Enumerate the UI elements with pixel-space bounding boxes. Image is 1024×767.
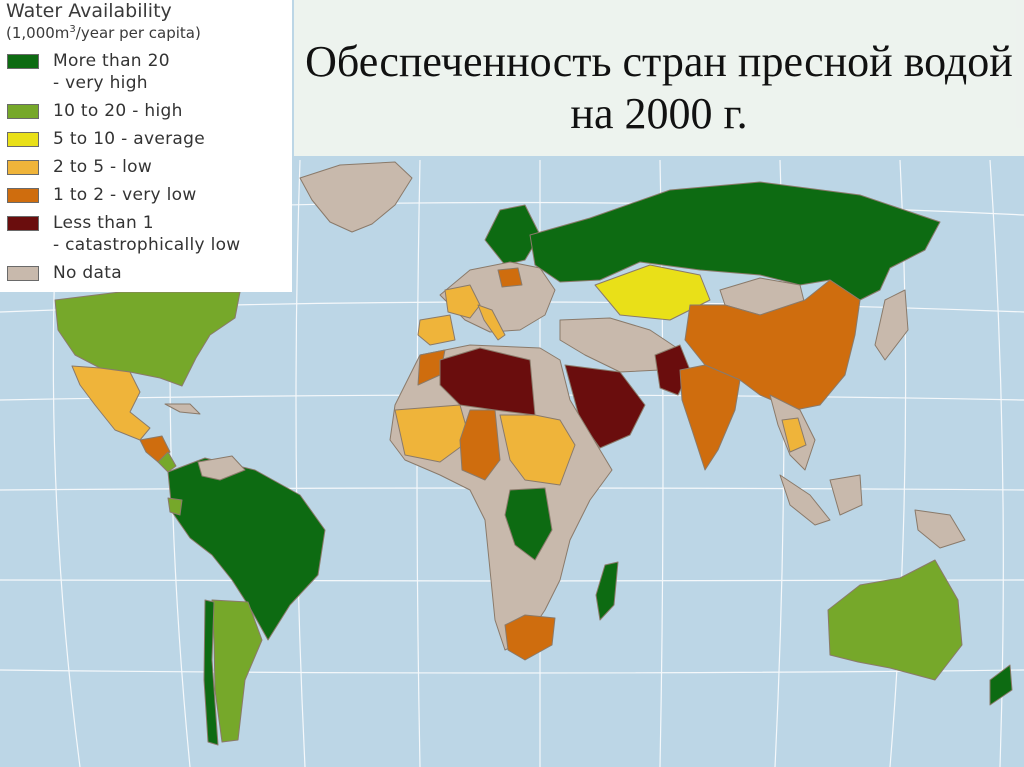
japan [874, 289, 909, 361]
legend-subtitle-post: /year per capita) [75, 24, 201, 42]
new-zealand [989, 664, 1013, 706]
legend-title: Water Availability [6, 0, 172, 22]
kazakhstan [594, 264, 711, 321]
ecuador [167, 497, 183, 516]
madagascar [595, 561, 619, 621]
congo [504, 487, 553, 561]
legend-subtitle-sup: 3 [69, 24, 76, 35]
legend-subtitle: (1,000m3/year per capita) [6, 24, 201, 42]
legend-swatch-catastrophic [7, 216, 39, 231]
land [54, 161, 1013, 746]
france [444, 284, 481, 319]
map-legend: Water Availability (1,000m3/year per cap… [0, 0, 292, 292]
legend-label-no-data: No data [53, 263, 122, 283]
nigeria-chad [459, 409, 501, 481]
borneo [829, 474, 863, 516]
legend-subtitle-pre: (1,000m [6, 24, 70, 42]
legend-label-catastrophic-2: - catastrophically low [53, 235, 241, 255]
north-america-usa [54, 291, 241, 387]
india [679, 364, 741, 471]
legend-label-very-high-1: More than 20 [53, 51, 170, 71]
legend-swatch-high [7, 104, 39, 119]
legend-swatch-very-low [7, 188, 39, 203]
venezuela [197, 455, 246, 481]
australia [827, 559, 963, 681]
new-guinea [914, 509, 966, 549]
legend-label-very-high-2: - very high [53, 73, 148, 93]
south-america [167, 457, 326, 641]
mali-niger [394, 404, 471, 463]
legend-swatch-average [7, 132, 39, 147]
indonesia-west [779, 474, 831, 526]
title-box: Обеспеченность стран пресной водой на 20… [294, 0, 1024, 156]
legend-label-catastrophic-1: Less than 1 [53, 213, 154, 233]
iberia [417, 314, 456, 346]
poland [497, 267, 523, 288]
thailand [781, 417, 807, 453]
mexico [71, 365, 151, 441]
central-america-high [157, 451, 177, 473]
sudan [499, 414, 576, 486]
cuba [164, 403, 201, 415]
legend-swatch-no-data [7, 266, 39, 281]
south-africa [504, 614, 556, 661]
greenland [299, 161, 413, 233]
legend-swatch-low [7, 160, 39, 175]
legend-label-very-low: 1 to 2 - very low [53, 185, 197, 205]
legend-label-high: 10 to 20 - high [53, 101, 183, 121]
argentina [211, 599, 263, 743]
legend-label-average: 5 to 10 - average [53, 129, 205, 149]
legend-label-low: 2 to 5 - low [53, 157, 153, 177]
chile [203, 599, 219, 746]
italy [477, 304, 506, 341]
slide-title: Обеспеченность стран пресной водой на 20… [305, 37, 1013, 138]
legend-swatch-very-high [7, 54, 39, 69]
algeria-libya [439, 347, 536, 416]
